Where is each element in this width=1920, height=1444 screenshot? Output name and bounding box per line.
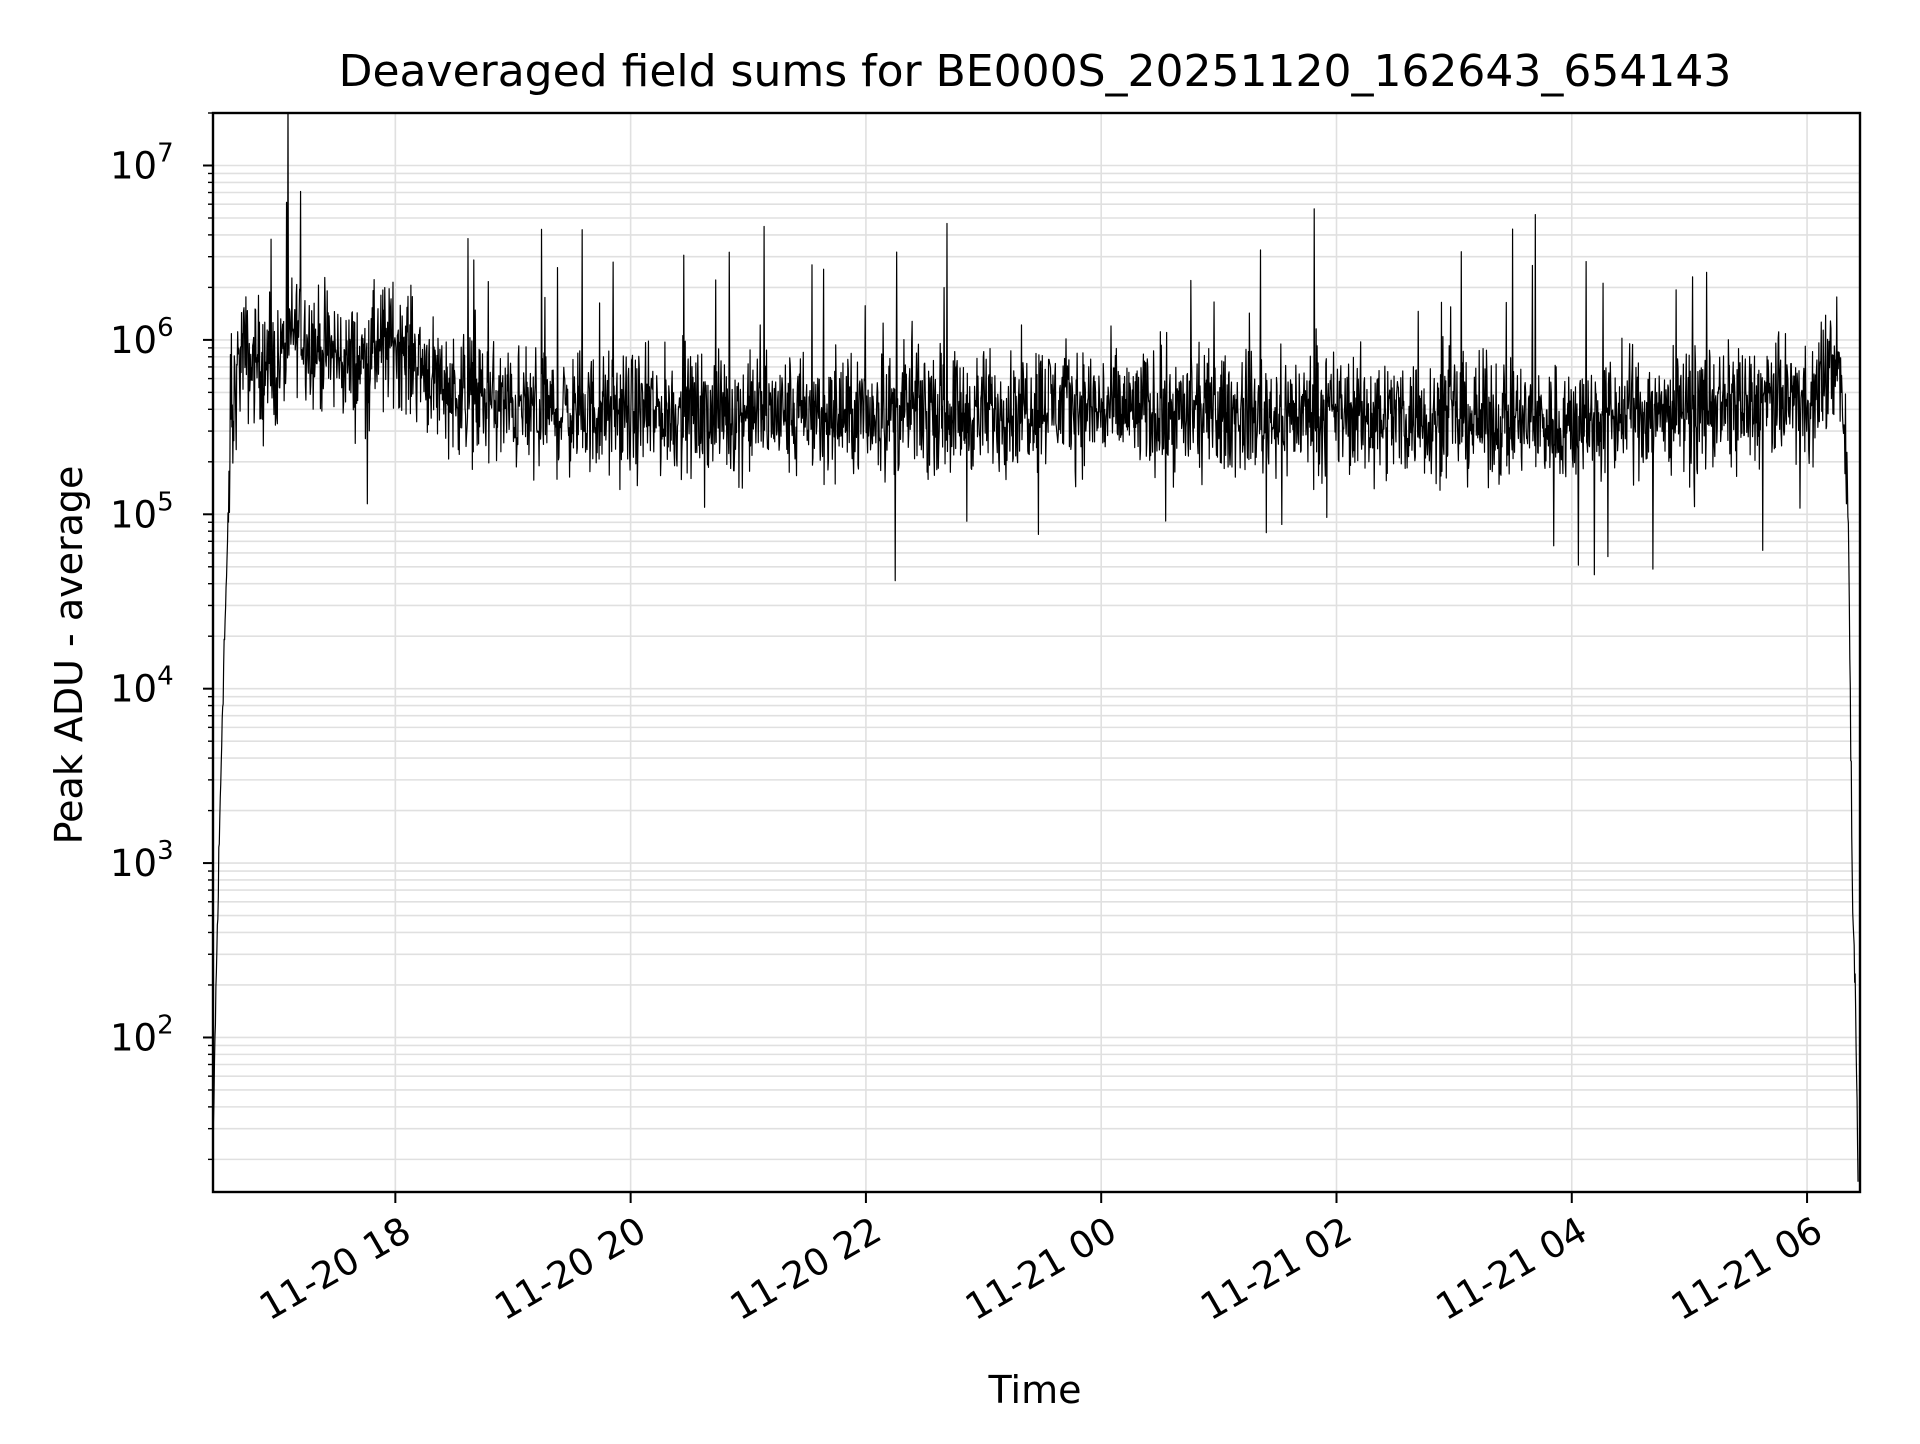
y-axis-label: Peak ADU - average [47, 466, 91, 845]
y-tick-label: 106 [110, 313, 174, 362]
chart-title: Deaveraged field sums for BE000S_2025112… [339, 46, 1732, 97]
x-axis-label: Time [988, 1368, 1082, 1412]
plot-area [213, 113, 1859, 1182]
y-tick-label: 104 [110, 662, 174, 711]
y-tick-label: 105 [110, 487, 174, 536]
axes-frame [211, 111, 1862, 1194]
series-line [213, 113, 1859, 1182]
y-tick-label: 103 [110, 836, 174, 885]
y-tick-label: 107 [110, 138, 174, 187]
y-tick-label: 102 [110, 1010, 174, 1059]
